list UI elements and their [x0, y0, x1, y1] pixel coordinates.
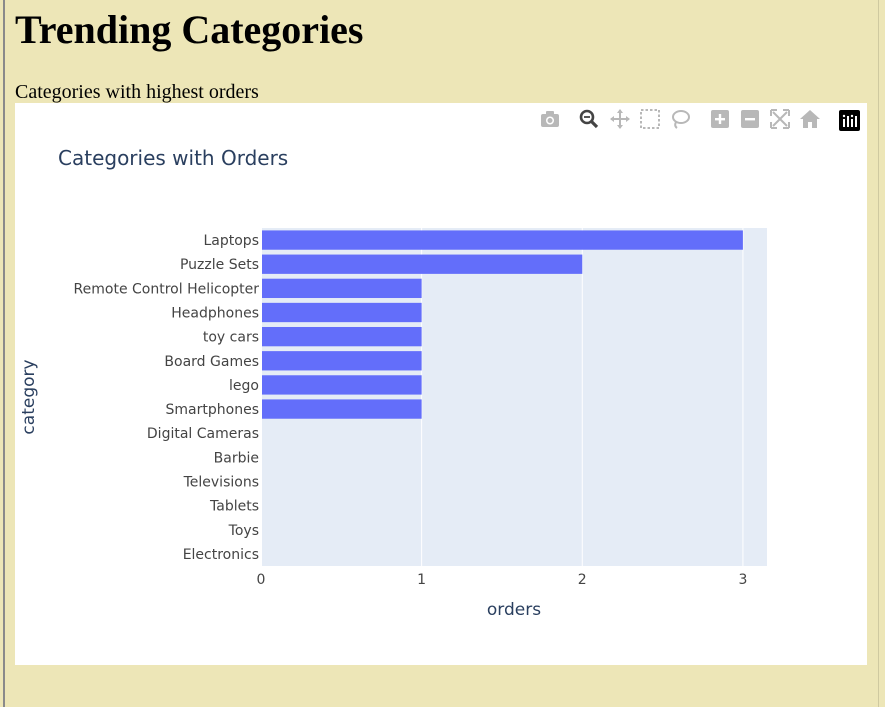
y-tick-label: Digital Cameras: [147, 426, 259, 442]
y-tick-label: toy cars: [203, 330, 259, 346]
x-tick-label: 2: [578, 572, 587, 588]
bar-lego: [261, 375, 422, 395]
bar-remote-control-helicopter: [261, 278, 422, 299]
y-tick-label: Barbie: [214, 450, 259, 466]
zoom-in-icon[interactable]: [708, 107, 732, 131]
bar-laptops: [261, 230, 743, 250]
box-select-icon[interactable]: [638, 107, 662, 131]
chart-title: Categories with Orders: [58, 146, 288, 170]
x-tick-label: 3: [738, 572, 747, 588]
y-tick-label: Remote Control Helicopter: [74, 281, 260, 297]
y-tick-label: Toys: [228, 523, 259, 539]
page-left-border: [3, 0, 5, 707]
bar-puzzle-sets: [261, 254, 583, 274]
x-axis-label: orders: [487, 600, 541, 620]
chart-modebar: [15, 107, 867, 131]
reset-axes-icon[interactable]: [798, 107, 822, 131]
plotly-logo-icon[interactable]: [839, 110, 860, 131]
y-tick-label: Laptops: [203, 233, 259, 249]
page-title: Trending Categories: [15, 7, 364, 52]
y-tick-label: Televisions: [183, 475, 259, 491]
y-tick-label: lego: [229, 378, 259, 394]
bar-headphones: [261, 302, 422, 323]
y-tick-label: Electronics: [183, 547, 259, 563]
y-axis-label: category: [19, 359, 39, 434]
y-tick-label: Board Games: [164, 354, 259, 370]
lasso-icon[interactable]: [668, 107, 692, 131]
y-tick-label: Smartphones: [166, 402, 259, 418]
page-right-border: [878, 0, 879, 707]
zoom-out-icon[interactable]: [738, 107, 762, 131]
camera-icon[interactable]: [538, 107, 562, 131]
y-tick-label: Headphones: [171, 306, 259, 322]
autoscale-icon[interactable]: [768, 107, 792, 131]
page-subtitle: Categories with highest orders: [15, 81, 259, 103]
chart-card: Laptops Puzzle Sets Remote Control Helicop…: [15, 103, 867, 665]
bar-toy-cars: [261, 326, 422, 347]
x-tick-label: 0: [257, 572, 266, 588]
y-tick-label: Puzzle Sets: [180, 257, 259, 273]
zoom-icon[interactable]: [577, 107, 601, 131]
bar-board-games: [261, 351, 422, 371]
x-tick-label: 1: [417, 572, 426, 588]
pan-icon[interactable]: [608, 107, 632, 131]
bar-smartphones: [261, 399, 422, 419]
bar-chart[interactable]: Laptops Puzzle Sets Remote Control Helicop…: [15, 103, 867, 665]
y-tick-label: Tablets: [209, 499, 259, 515]
